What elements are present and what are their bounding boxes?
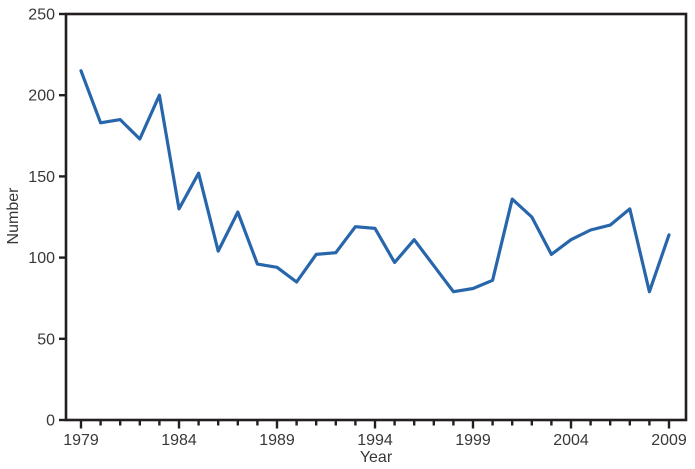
plot-frame (64, 12, 688, 422)
y-tick-label-0: 0 (46, 413, 55, 430)
y-tick-label-100: 100 (28, 250, 55, 267)
x-tick-label-1999: 1999 (455, 432, 491, 449)
y-tick-label-200: 200 (28, 88, 55, 105)
x-axis-title: Year (359, 449, 393, 466)
x-tick-label-1989: 1989 (259, 432, 295, 449)
data-line-series (79, 69, 671, 294)
x-tick-label-2009: 2009 (651, 432, 687, 449)
x-tick-label-1994: 1994 (357, 432, 393, 449)
x-tick-label-2004: 2004 (553, 432, 589, 449)
y-axis-title: Number (5, 187, 22, 245)
x-tick-label-1979: 1979 (63, 432, 99, 449)
y-tick-label-250: 250 (28, 7, 55, 24)
y-tick-label-150: 150 (28, 169, 55, 186)
x-tick-label-1984: 1984 (161, 432, 197, 449)
y-tick-label-50: 50 (37, 331, 55, 348)
